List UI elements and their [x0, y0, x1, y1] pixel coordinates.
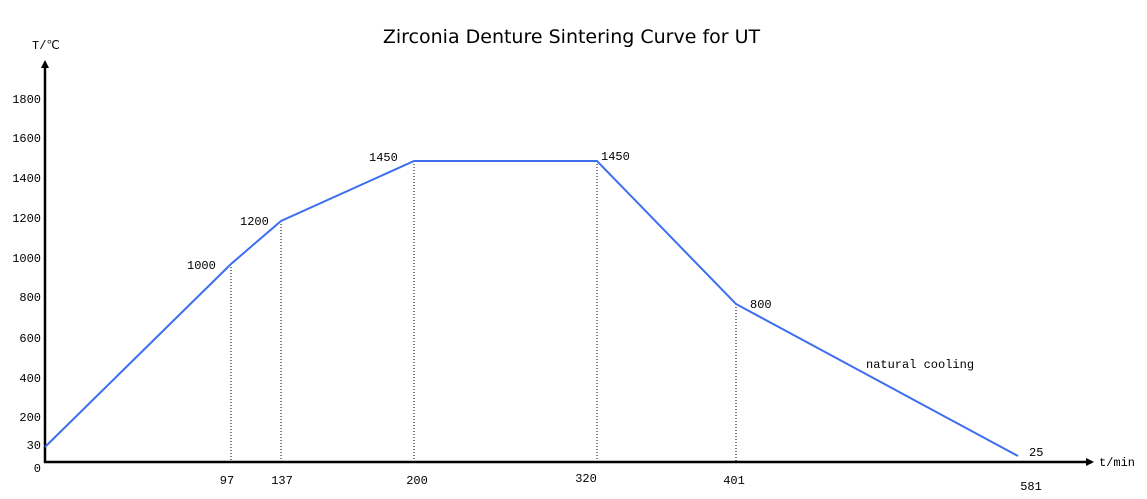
y-axis-label: T/℃ — [32, 39, 60, 53]
x-tick-labels: 97 137 200 320 401 581 — [220, 472, 1042, 494]
y-tick: 200 — [19, 411, 41, 425]
x-tick: 97 — [220, 474, 234, 488]
y-tick: 800 — [19, 291, 41, 305]
drop-lines — [230, 161, 737, 461]
point-label: 800 — [750, 298, 772, 312]
x-tick: 200 — [406, 474, 428, 488]
y-tick: 1800 — [12, 93, 41, 107]
x-tick: 581 — [1020, 480, 1042, 494]
y-tick: 400 — [19, 372, 41, 386]
y-tick: 600 — [19, 332, 41, 346]
y-tick: 0 — [34, 462, 41, 476]
sintering-curve — [44, 160, 1019, 457]
y-tick: 30 — [27, 439, 41, 453]
y-tick: 1000 — [12, 252, 41, 266]
x-tick: 401 — [723, 474, 745, 488]
chart-title-text: Zirconia Denture Sintering Curve for UT — [382, 26, 761, 48]
point-label: 1000 — [187, 259, 216, 273]
point-label: 1450 — [369, 151, 398, 165]
natural-cooling-annotation: natural cooling — [866, 358, 974, 372]
x-tick: 137 — [271, 474, 293, 488]
y-tick-labels: 1800 1600 1400 1200 1000 800 600 400 200… — [12, 93, 41, 476]
point-label: 25 — [1029, 446, 1043, 460]
point-labels: 1000 1200 1450 1450 800 25 — [187, 150, 1043, 460]
y-tick: 1400 — [12, 172, 41, 186]
point-label: 1200 — [240, 215, 269, 229]
y-tick: 1600 — [12, 132, 41, 146]
x-tick: 320 — [575, 472, 597, 486]
x-axis-label: t/min — [1099, 456, 1135, 470]
chart-title: Zirconia Denture Sintering Curve for UT — [0, 26, 1147, 48]
point-label: 1450 — [601, 150, 630, 164]
y-tick: 1200 — [12, 212, 41, 226]
